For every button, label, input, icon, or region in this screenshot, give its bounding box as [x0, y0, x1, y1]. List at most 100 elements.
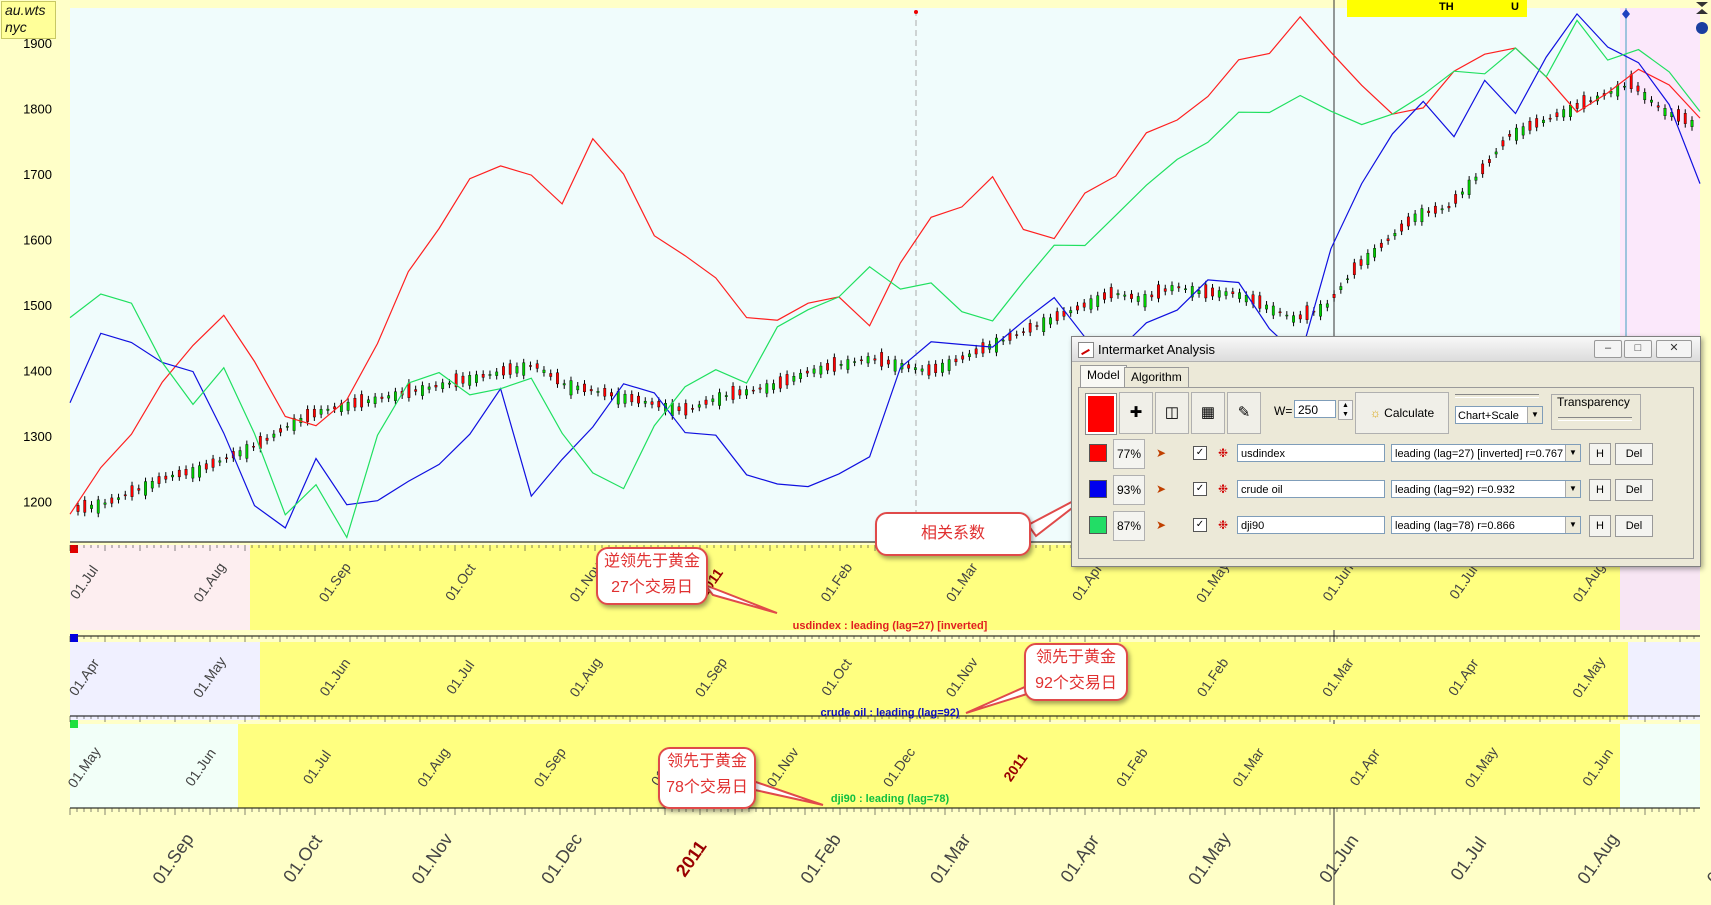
candle-body	[333, 406, 337, 410]
candle-body	[812, 368, 816, 374]
shift-icon[interactable]: ➤	[1155, 446, 1167, 460]
candle-body	[1393, 233, 1397, 237]
candle-body	[745, 389, 748, 396]
window-length-input[interactable]: 250	[1294, 400, 1336, 418]
price-axis: 1200 1300 1400 1500 1600 1700 1800 1900	[23, 36, 52, 510]
candle-body	[893, 359, 897, 372]
series-relation-select[interactable]: leading (lag=27) [inverted] r=0.767 ▼	[1391, 444, 1581, 462]
minimize-button[interactable]: –	[1594, 340, 1622, 358]
strip-color-marker	[70, 634, 78, 642]
close-button[interactable]: ✕	[1656, 340, 1692, 358]
strip-caption-usdindex: usdindex : leading (lag=27) [inverted]	[793, 620, 988, 632]
candle-body	[1663, 108, 1667, 116]
series-relation-select[interactable]: leading (lag=78) r=0.866 ▼	[1391, 516, 1581, 534]
series-name-input[interactable]: usdindex	[1237, 444, 1385, 462]
candle-body	[1103, 292, 1106, 300]
series-delete-button[interactable]: Del	[1615, 479, 1653, 501]
dialog-titlebar[interactable]: Intermarket Analysis – □ ✕	[1072, 337, 1700, 362]
series-color-swatch[interactable]	[1089, 516, 1107, 534]
series-relation-select[interactable]: leading (lag=92) r=0.932 ▼	[1391, 480, 1581, 498]
series-visible-checkbox[interactable]: ✓	[1193, 446, 1207, 460]
candle-body	[1373, 248, 1377, 258]
time-axis-label: 01.May	[1184, 829, 1234, 889]
candle-body	[846, 359, 850, 370]
candle-body	[853, 361, 857, 363]
candle-body	[427, 386, 431, 390]
calculate-button[interactable]: ☼ Calculate	[1355, 392, 1449, 434]
candle-body	[886, 359, 890, 365]
window-length-spinner[interactable]: ▲ ▼	[1338, 400, 1353, 420]
open-button[interactable]: ◫	[1155, 392, 1189, 434]
reference-marker	[914, 10, 918, 14]
cursor-diamond-icon[interactable]	[1622, 9, 1630, 19]
add-series-button[interactable]: ✚	[1119, 392, 1153, 434]
candle-body	[1204, 284, 1208, 299]
settings-icon[interactable]: ❉	[1217, 482, 1229, 496]
candle-body	[691, 408, 694, 410]
active-color-button[interactable]	[1085, 393, 1117, 435]
maximize-button[interactable]: □	[1624, 340, 1652, 358]
scroll-arrows-icon[interactable]	[1696, 2, 1708, 14]
candle-body	[1440, 208, 1444, 211]
transparency-slider[interactable]	[1558, 417, 1632, 421]
series-h-button[interactable]: H	[1589, 443, 1611, 465]
candle-body	[637, 395, 640, 404]
series-visible-checkbox[interactable]: ✓	[1193, 482, 1207, 496]
transparency-group: Transparency	[1551, 394, 1641, 430]
candle-body	[110, 497, 114, 504]
series-color-swatch[interactable]	[1089, 444, 1107, 462]
candle-body	[319, 409, 323, 415]
shift-icon[interactable]: ➤	[1155, 518, 1167, 532]
intermarket-analysis-dialog[interactable]: Intermarket Analysis – □ ✕ Model Algorit…	[1071, 336, 1701, 567]
shift-icon[interactable]: ➤	[1155, 482, 1167, 496]
chevron-down-icon: ▼	[1527, 407, 1542, 423]
callout-pointer-usd	[701, 582, 778, 614]
candle-body	[1022, 331, 1025, 333]
candle-body	[1460, 191, 1464, 195]
series-visible-checkbox[interactable]: ✓	[1193, 518, 1207, 532]
candle-body	[1386, 238, 1390, 242]
candle-body	[1474, 176, 1478, 181]
chevron-down-icon: ▼	[1565, 481, 1580, 497]
opacity-slider[interactable]	[1455, 394, 1539, 398]
candle-body	[279, 428, 282, 433]
candle-body	[1042, 317, 1046, 333]
tab-algorithm[interactable]: Algorithm	[1124, 367, 1189, 388]
candle-body	[1082, 302, 1086, 308]
candle-body	[1244, 295, 1248, 303]
settings-icon[interactable]: ❉	[1217, 518, 1229, 532]
candle-body	[1488, 159, 1491, 163]
candle-body	[832, 357, 836, 372]
series-delete-button[interactable]: Del	[1615, 515, 1653, 537]
candle-body	[805, 370, 809, 374]
candle-body	[218, 460, 222, 463]
save-button[interactable]: ▦	[1191, 392, 1225, 434]
candle-body	[1055, 311, 1059, 321]
candle-body	[1278, 311, 1282, 314]
candle-body	[1197, 290, 1201, 295]
edit-button[interactable]: ✎	[1227, 392, 1261, 434]
candle-body	[1049, 317, 1052, 325]
price-label: 1700	[23, 167, 52, 182]
series-delete-button[interactable]: Del	[1615, 443, 1653, 465]
time-axis-label: 01.Jul	[1446, 833, 1490, 884]
series-h-button[interactable]: H	[1589, 479, 1611, 501]
time-axis-label: 01.Feb	[796, 830, 845, 887]
series-h-button[interactable]: H	[1589, 515, 1611, 537]
series-name-input[interactable]: crude oil	[1237, 480, 1385, 498]
price-label: 1300	[23, 429, 52, 444]
settings-icon[interactable]: ❉	[1217, 446, 1229, 460]
series-row-crude-oil: 93% ➤ ✓ ❉ crude oil leading (lag=92) r=0…	[1085, 474, 1685, 506]
candle-body	[1420, 208, 1424, 223]
price-label: 1800	[23, 102, 52, 117]
candle-body	[1359, 259, 1363, 266]
series-relation-value: leading (lag=92) r=0.932	[1395, 484, 1515, 496]
series-name-input[interactable]: dji90	[1237, 516, 1385, 534]
candle-body	[76, 505, 80, 512]
globe-icon[interactable]	[1696, 22, 1708, 34]
time-axis-label: 01.Sep	[1703, 829, 1711, 887]
scale-mode-select[interactable]: Chart+Scale ▼	[1455, 406, 1543, 424]
series-color-swatch[interactable]	[1089, 480, 1107, 498]
candle-body	[1548, 117, 1552, 120]
